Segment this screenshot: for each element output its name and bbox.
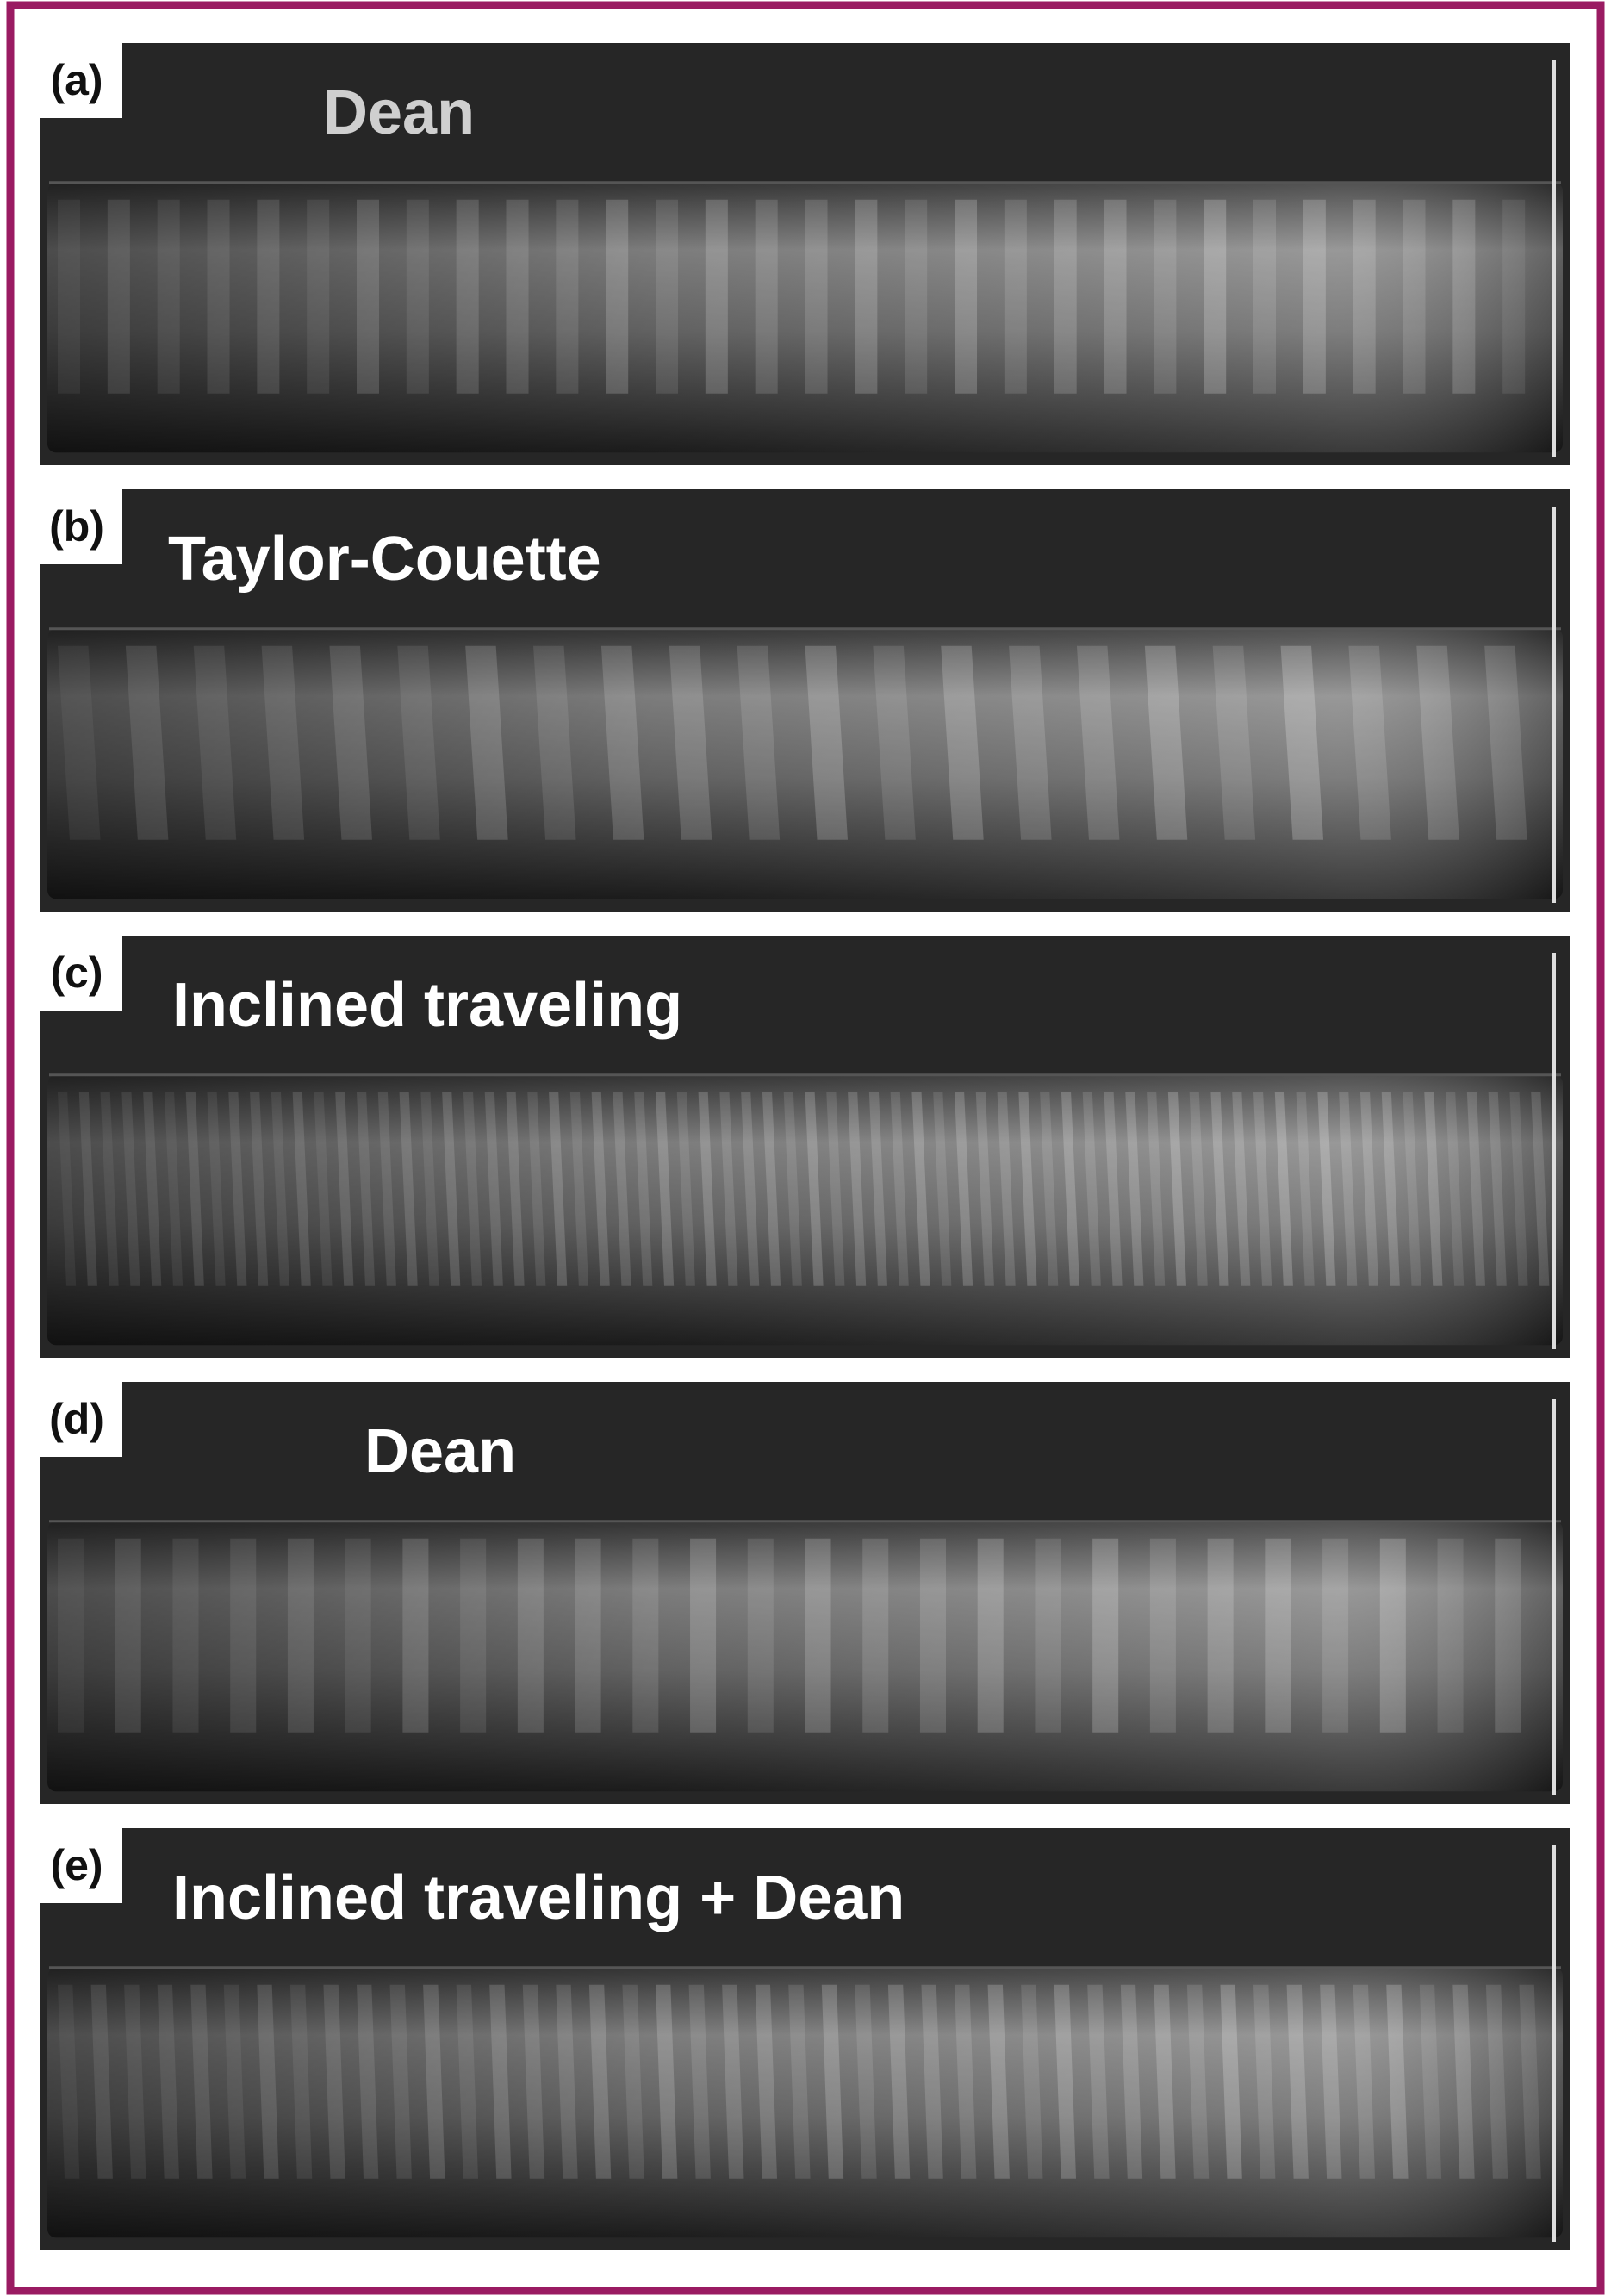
panel-label: Taylor-Couette	[168, 525, 601, 594]
panel-label: Inclined traveling + Dean	[172, 1864, 905, 1932]
page: (a) Dean (b) Taylor-Couette (c) Inclined trav…	[0, 0, 1611, 2296]
cylinder-shade	[47, 1075, 1563, 1346]
figure: (a) Dean (b) Taylor-Couette (c) Inclined trav…	[0, 0, 1611, 2296]
panel: (d) Dean	[36, 1378, 1570, 1804]
panel-tag: (c)	[50, 949, 103, 997]
panel-label: Dean	[364, 1417, 516, 1486]
cylinder-shade	[47, 1521, 1563, 1792]
panel-tag: (d)	[49, 1395, 104, 1443]
panel: (c) Inclined traveling	[36, 931, 1570, 1358]
cylinder-shade	[47, 1968, 1563, 2238]
panel: (b) Taylor-Couette	[36, 485, 1570, 912]
cylinder-shade	[47, 629, 1563, 899]
panel-tag: (b)	[49, 502, 104, 551]
panel-tag: (e)	[50, 1841, 103, 1889]
panel: (e) Inclined traveling + Dean	[36, 1824, 1570, 2250]
panel: (a) Dean	[36, 39, 1570, 465]
panel-label: Inclined traveling	[172, 971, 682, 1040]
panel-label: Dean	[323, 78, 475, 147]
cylinder-shade	[47, 183, 1563, 453]
panel-tag: (a)	[50, 56, 103, 104]
